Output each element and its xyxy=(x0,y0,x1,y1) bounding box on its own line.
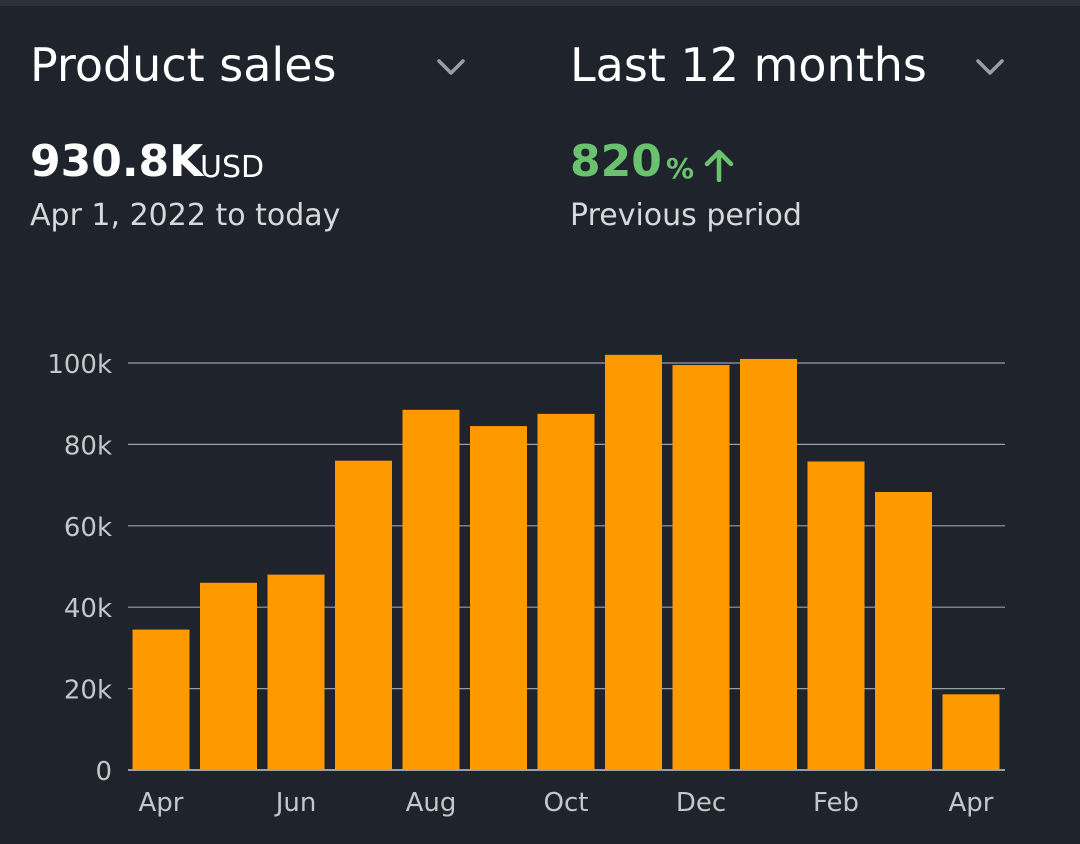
bar-aug-4[interactable] xyxy=(402,409,460,770)
bar-mar-11[interactable] xyxy=(875,492,932,770)
change-percent-value: 820 xyxy=(570,136,662,187)
bar-jan-9[interactable] xyxy=(740,358,797,770)
total-sales-unit: USD xyxy=(200,150,265,185)
bar-jul-3[interactable] xyxy=(335,460,392,770)
change-period-label: Previous period xyxy=(570,198,802,233)
y-tick-label: 0 xyxy=(95,757,112,787)
bar-apr-12[interactable] xyxy=(942,694,1000,770)
y-tick-label: 20k xyxy=(64,676,112,706)
x-tick-label: Dec xyxy=(676,788,726,818)
x-tick-label: Jun xyxy=(274,788,317,818)
bar-sep-5[interactable] xyxy=(470,426,527,770)
bar-jun-2[interactable] xyxy=(267,574,325,770)
period-selector[interactable]: Last 12 months xyxy=(570,38,927,92)
x-tick-label: Aug xyxy=(406,788,457,818)
x-tick-label: Oct xyxy=(544,788,589,818)
period-selector-label: Last 12 months xyxy=(570,38,927,92)
bar-feb-10[interactable] xyxy=(807,461,865,770)
metric-selector[interactable]: Product sales xyxy=(30,38,336,92)
date-range-label: Apr 1, 2022 to today xyxy=(30,198,341,233)
chevron-down-icon[interactable] xyxy=(436,57,466,77)
arrow-up-icon xyxy=(702,148,736,186)
y-tick-label: 60k xyxy=(64,513,112,543)
bar-nov-7[interactable] xyxy=(605,354,662,770)
bar-may-1[interactable] xyxy=(200,582,257,770)
x-tick-label: Feb xyxy=(813,788,859,818)
x-tick-label: Apr xyxy=(139,788,184,818)
chevron-down-icon[interactable] xyxy=(975,57,1005,77)
x-tick-label: Apr xyxy=(949,788,994,818)
top-divider xyxy=(0,0,1080,6)
bar-apr-0[interactable] xyxy=(132,629,190,770)
bar-oct-6[interactable] xyxy=(537,413,595,770)
bar-dec-8[interactable] xyxy=(672,365,730,770)
total-sales-value: 930.8K xyxy=(30,136,204,187)
sales-bar-chart: 0 20k 40k 60k 80k 100k Apr Jun Aug Oct Dec Feb Apr xyxy=(47,350,1005,818)
y-tick-label: 100k xyxy=(47,350,112,380)
metric-selector-label: Product sales xyxy=(30,38,337,92)
y-tick-label: 80k xyxy=(64,431,112,461)
y-tick-label: 40k xyxy=(64,594,112,624)
change-percent-sign: % xyxy=(666,152,695,185)
